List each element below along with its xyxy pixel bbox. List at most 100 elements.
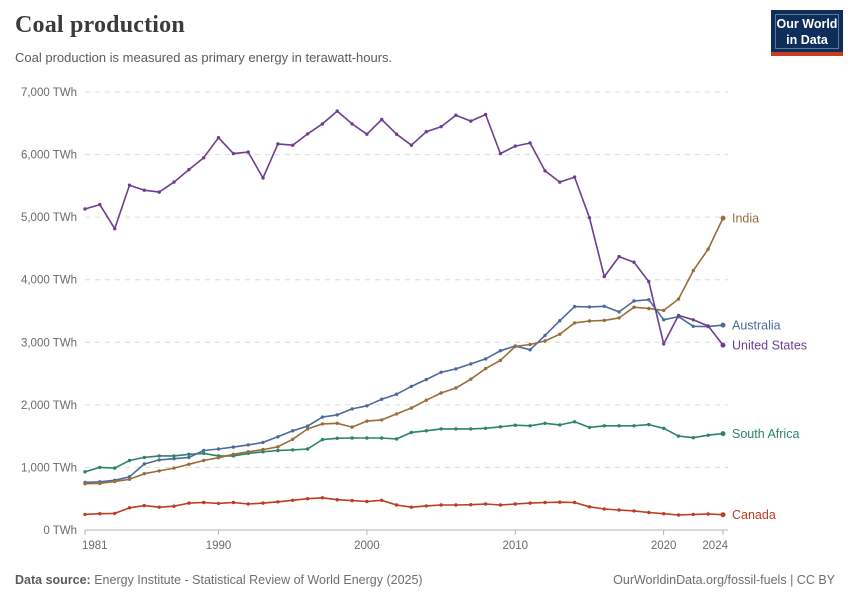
data-point	[483, 426, 488, 430]
footer-links: OurWorldinData.org/fossil-fuels | CC BY	[613, 573, 835, 587]
data-point	[483, 112, 488, 117]
x-tick-label-1981: 1981	[82, 540, 108, 552]
data-point	[602, 424, 606, 428]
data-point	[498, 349, 503, 353]
data-point	[676, 297, 681, 301]
data-point	[647, 298, 651, 302]
data-point	[706, 324, 710, 328]
series-label-south-africa[interactable]: South Africa	[732, 427, 799, 441]
data-point	[617, 424, 621, 428]
series-line-australia[interactable]	[84, 298, 724, 484]
data-point	[202, 500, 206, 505]
series-label-united-states[interactable]: United States	[732, 339, 807, 353]
data-point	[350, 425, 354, 429]
logo-line-1: Our World	[776, 17, 838, 32]
data-point	[261, 501, 265, 505]
y-tick-label-2000: 2,000 TWh	[21, 400, 77, 412]
data-point	[380, 436, 384, 440]
series-line-india[interactable]	[84, 217, 724, 485]
data-point	[558, 500, 562, 504]
data-point	[305, 447, 310, 451]
data-point	[469, 427, 473, 431]
data-point	[127, 506, 132, 510]
data-point	[320, 422, 325, 426]
series-points-india	[83, 215, 726, 486]
data-point	[394, 503, 399, 507]
data-point	[662, 318, 666, 322]
data-point	[350, 498, 354, 503]
data-point	[572, 500, 577, 505]
series-line-south-africa[interactable]	[84, 420, 724, 473]
data-point	[98, 512, 102, 516]
data-point	[142, 455, 146, 460]
y-tick-label-6000: 6,000 TWh	[21, 150, 77, 162]
data-point	[409, 430, 414, 435]
gridlines: 0 TWh 1,000 TWh 2,000 TWh 3,000 TWh 4,000 TW…	[21, 87, 728, 537]
data-point	[172, 454, 176, 458]
series-points-canada	[83, 496, 726, 518]
data-point	[602, 274, 606, 279]
data-point	[231, 445, 236, 449]
data-point	[305, 424, 310, 428]
data-point	[662, 512, 666, 516]
data-point	[454, 386, 458, 390]
series-canada: Canada	[83, 496, 776, 522]
data-point	[394, 132, 399, 136]
data-point	[617, 316, 621, 320]
series-label-australia[interactable]: Australia	[732, 319, 781, 333]
data-point	[113, 227, 117, 231]
data-point	[720, 431, 726, 437]
data-point	[572, 321, 577, 325]
chart-footer: Data source: Energy Institute - Statisti…	[15, 573, 835, 587]
data-point	[365, 436, 369, 440]
data-point	[216, 447, 221, 451]
data-point	[187, 452, 191, 456]
data-point	[439, 391, 443, 395]
x-tick-label-2000: 2000	[354, 540, 380, 552]
series-line-canada[interactable]	[84, 496, 724, 516]
data-point	[528, 348, 532, 352]
data-point	[350, 436, 354, 440]
chart-subtitle: Coal production is measured as primary e…	[15, 50, 393, 65]
data-point	[335, 436, 339, 440]
series-points-united-states	[83, 109, 726, 348]
data-point	[231, 452, 236, 456]
data-point	[483, 366, 488, 371]
data-point	[127, 477, 132, 481]
footer-separator: |	[786, 573, 797, 587]
data-point	[454, 503, 458, 507]
logo-inner-border	[775, 14, 839, 49]
data-point	[632, 509, 636, 513]
data-point	[350, 122, 354, 126]
y-tick-label-4000: 4,000 TWh	[21, 275, 77, 287]
data-point	[305, 132, 310, 136]
data-point	[706, 512, 710, 516]
series-label-canada[interactable]: Canada	[732, 508, 776, 522]
data-point	[172, 180, 176, 184]
series-line-united-states[interactable]	[84, 110, 724, 346]
data-point	[276, 448, 280, 453]
data-point	[691, 268, 695, 273]
page-title: Coal production	[15, 12, 185, 38]
data-point	[380, 498, 384, 502]
data-point	[409, 143, 414, 147]
data-point	[498, 358, 503, 363]
data-point	[142, 462, 146, 466]
data-point	[543, 333, 547, 338]
data-point	[276, 500, 280, 504]
data-point	[424, 377, 428, 382]
data-point	[676, 434, 681, 438]
data-point	[350, 407, 354, 411]
data-point	[380, 397, 384, 401]
data-point	[439, 427, 443, 431]
data-point	[187, 455, 191, 460]
data-point	[558, 423, 562, 427]
data-point	[720, 512, 726, 518]
series-label-india[interactable]: India	[732, 212, 759, 226]
data-point	[291, 437, 295, 441]
owid-logo[interactable]: Our World in Data	[771, 10, 843, 56]
owid-url-link[interactable]: OurWorldinData.org/fossil-fuels	[613, 573, 787, 587]
data-point	[216, 456, 221, 460]
x-tick-label-2024: 2024	[702, 540, 728, 552]
